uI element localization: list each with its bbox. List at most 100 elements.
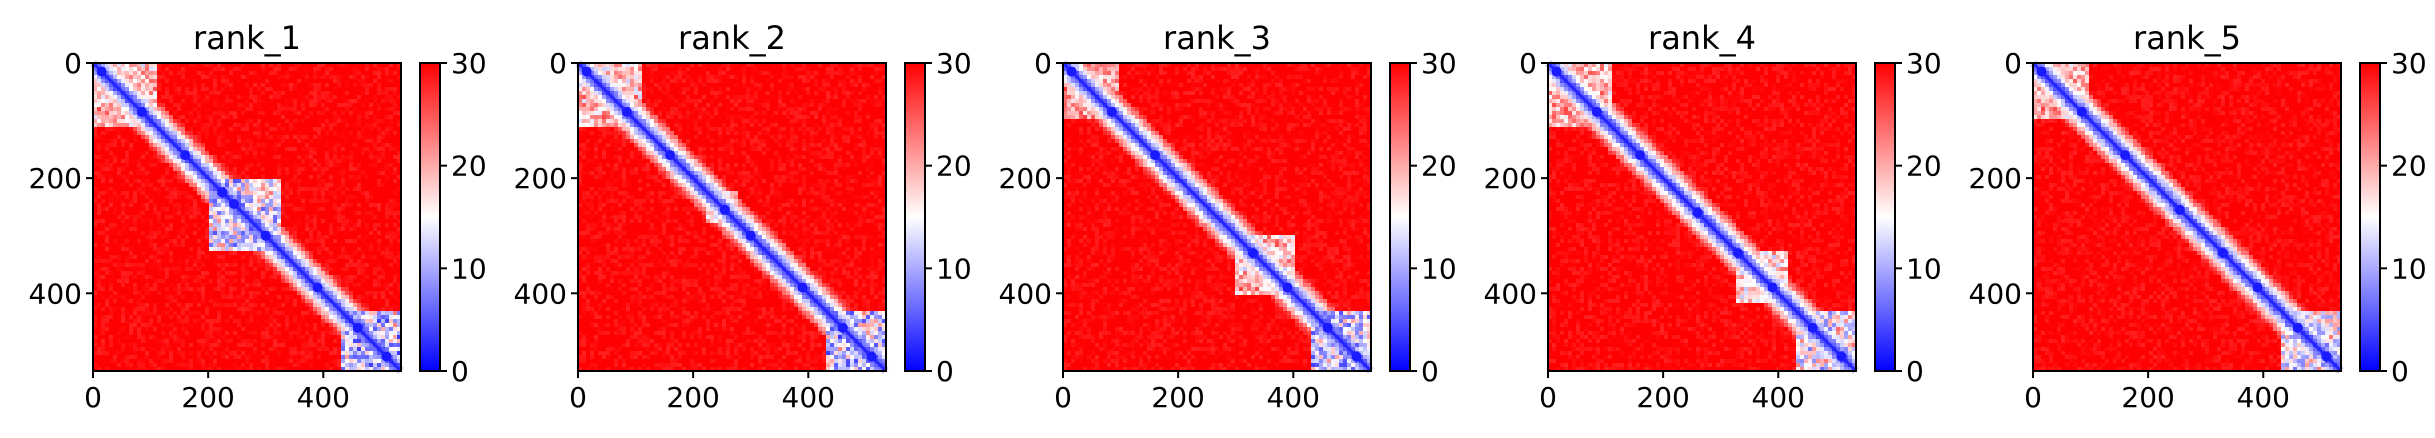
heatmap-cell [121,195,126,200]
heatmap-cell [225,251,230,256]
heatmap-cell [209,255,214,260]
heatmap-cell [361,267,366,272]
heatmap-cell [169,319,174,324]
heatmap-cell [329,151,334,156]
heatmap-cell [213,83,218,88]
heatmap-cell [105,171,110,176]
heatmap-cell [341,111,346,116]
heatmap-cell [125,131,130,136]
heatmap-cell [105,259,110,264]
heatmap-cell [333,151,338,156]
heatmap-cell [233,159,238,164]
heatmap-cell [261,295,266,300]
heatmap-cell [113,311,118,316]
heatmap-cell [333,115,338,120]
heatmap-cell [189,199,194,204]
heatmap-cell [269,99,274,104]
heatmap-cell [253,239,258,244]
heatmap-cell [377,163,382,168]
heatmap-cell [381,87,386,92]
heatmap-cell [121,107,126,112]
heatmap-cell [173,87,178,92]
heatmap-cell [161,259,166,264]
heatmap-cell [333,219,338,224]
heatmap-cell [273,151,278,156]
heatmap-cell [113,195,118,200]
heatmap-cell [385,299,390,304]
heatmap-cell [269,215,274,220]
heatmap-cell [209,251,214,256]
heatmap-cell [233,107,238,112]
heatmap-cell [241,283,246,288]
heatmap-cell [237,271,242,276]
heatmap-cell [309,303,314,308]
heatmap-cell [273,91,278,96]
heatmap-cell [381,171,386,176]
heatmap-cell [177,211,182,216]
heatmap-cell [345,67,350,72]
heatmap-cell [257,159,262,164]
heatmap-cell [281,239,286,244]
heatmap-cell [301,131,306,136]
heatmap-cell [313,107,318,112]
heatmap-cell [173,239,178,244]
heatmap-cell [189,295,194,300]
heatmap-cell [165,295,170,300]
heatmap-cell [129,71,134,76]
heatmap-cell [333,87,338,92]
heatmap-cell [301,255,306,260]
heatmap-cell [177,119,182,124]
heatmap-cell [105,127,110,132]
heatmap-cell [261,175,266,180]
heatmap-cell [265,139,270,144]
heatmap-cell [169,235,174,240]
heatmap-cell [297,215,302,220]
heatmap-cell [325,243,330,248]
heatmap-cell [369,107,374,112]
heatmap-cell [297,127,302,132]
heatmap-cell [197,275,202,280]
heatmap-cell [113,287,118,292]
heatmap-cell [217,275,222,280]
heatmap-cell [277,75,282,80]
heatmap-cell [365,271,370,276]
heatmap-cell [277,271,282,276]
heatmap-cell [321,231,326,236]
heatmap-cell [329,87,334,92]
heatmap-cell [149,235,154,240]
heatmap-cell [377,307,382,312]
heatmap-cell [181,131,186,136]
heatmap-cell [193,139,198,144]
heatmap-cell [169,107,174,112]
heatmap-cell [177,131,182,136]
heatmap-cell [349,295,354,300]
heatmap-cell [165,87,170,92]
heatmap-cell [365,283,370,288]
heatmap-cell [321,191,326,196]
heatmap-cell [265,191,270,196]
heatmap-cell [261,179,266,184]
heatmap-cell [197,115,202,120]
heatmap-cell [193,303,198,308]
heatmap-cell [201,99,206,104]
heatmap-cell [233,131,238,136]
heatmap-cell [205,159,210,164]
heatmap-cell [121,295,126,300]
heatmap-cell [153,283,158,288]
heatmap-cell [341,83,346,88]
heatmap-cell [253,267,258,272]
heatmap-cell [285,67,290,72]
heatmap-cell [269,115,274,120]
heatmap-cell [177,95,182,100]
heatmap-cell [313,159,318,164]
heatmap-cell [373,263,378,268]
heatmap-cell [217,315,222,320]
heatmap-cell [341,71,346,76]
heatmap-cell [273,311,278,316]
heatmap-cell [277,275,282,280]
heatmap-cell [149,87,154,92]
heatmap-cell [329,79,334,84]
heatmap-cell [129,235,134,240]
heatmap-cell [177,91,182,96]
heatmap-cell [337,171,342,176]
